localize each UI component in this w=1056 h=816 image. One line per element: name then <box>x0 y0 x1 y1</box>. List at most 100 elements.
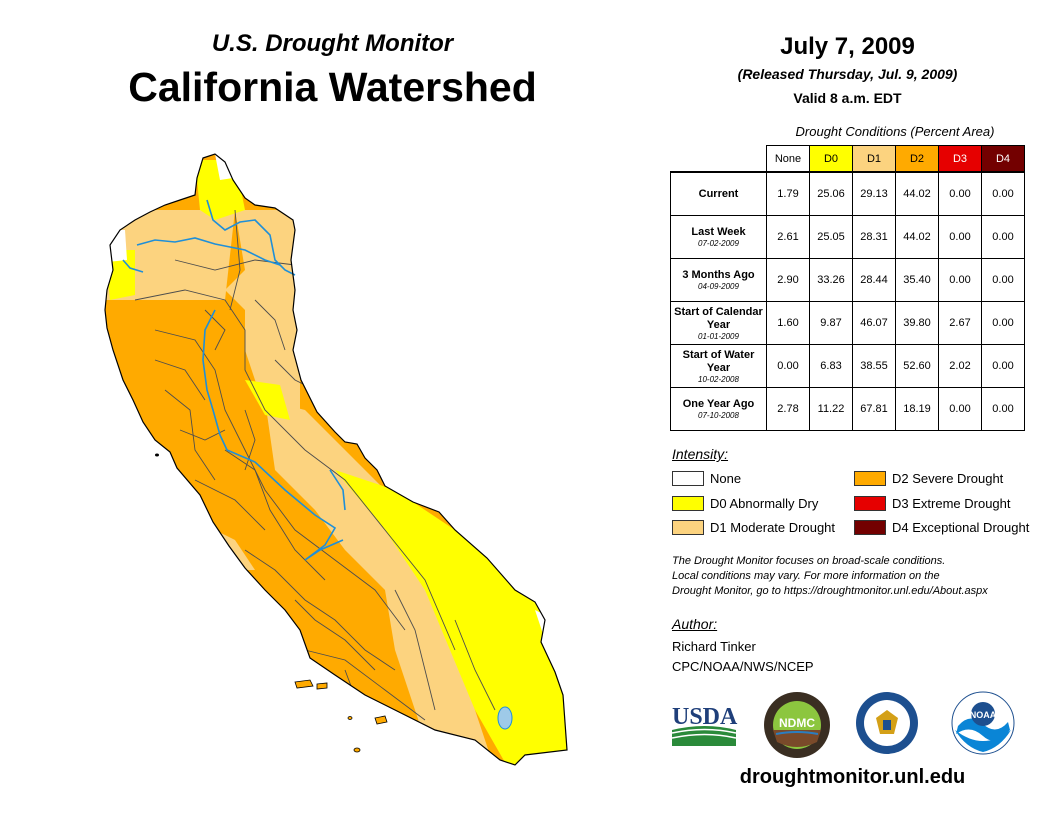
cell-d3: 2.02 <box>938 344 982 388</box>
cell-d2: 52.60 <box>895 344 939 388</box>
legend-label: D1 Moderate Drought <box>710 520 836 535</box>
cell-d3: 2.67 <box>938 301 982 345</box>
note-line: Local conditions may vary. For more info… <box>672 570 940 582</box>
col-d0: D0 <box>809 145 853 173</box>
drought-zones <box>105 154 567 765</box>
watershed-outline <box>104 153 568 766</box>
cell-none: 2.78 <box>766 387 810 431</box>
cell-d4: 0.00 <box>981 387 1025 431</box>
legend-swatch <box>672 496 704 511</box>
row-label-text: Start of Calendar Year <box>674 305 763 331</box>
cell-d2: 39.80 <box>895 301 939 345</box>
farallon-island <box>155 453 159 457</box>
cell-d4: 0.00 <box>981 344 1025 388</box>
author-title: Author: <box>672 616 718 632</box>
row-label-text: Start of Water Year <box>682 348 755 374</box>
rivers <box>122 199 346 561</box>
col-d2: D2 <box>895 145 939 173</box>
row-label: 3 Months Ago 04-09-2009 <box>670 258 767 302</box>
cell-none: 1.79 <box>766 171 810 216</box>
cell-d2: 44.02 <box>895 215 939 259</box>
noaa-logo-text: NOAA <box>970 710 997 720</box>
channel-islands <box>294 679 388 753</box>
legend-item-d4: D4 Exceptional Drought <box>854 520 1029 535</box>
cell-d3: 0.00 <box>938 387 982 431</box>
row-label: Current <box>670 171 767 216</box>
zone-d0-east <box>335 470 567 765</box>
cell-d2: 18.19 <box>895 387 939 431</box>
cell-none: 0.00 <box>766 344 810 388</box>
legend-label: D0 Abnormally Dry <box>710 496 819 511</box>
california-watershed-map <box>104 153 568 766</box>
legend-item-d0: D0 Abnormally Dry <box>672 496 818 511</box>
row-label-text: One Year Ago <box>682 398 755 410</box>
legend-label: D4 Exceptional Drought <box>892 520 1030 535</box>
row-label: Start of Calendar Year 01-01-2009 <box>670 301 767 345</box>
legend-swatch <box>672 471 704 486</box>
zone-d1-sierra <box>265 400 495 765</box>
usda-logo: USDA <box>671 704 738 746</box>
map-supertitle: U.S. Drought Monitor <box>211 30 454 57</box>
map-title: California Watershed <box>128 64 537 110</box>
table-row: Current 1.79 25.06 29.13 44.02 0.00 0.00 <box>670 171 1025 216</box>
cell-d3: 0.00 <box>938 258 982 302</box>
cell-d2: 44.02 <box>895 171 939 216</box>
row-label: One Year Ago 07-10-2008 <box>670 387 767 431</box>
cell-none: 1.60 <box>766 301 810 345</box>
zone-d0-central <box>245 380 290 420</box>
table-row: Start of Water Year 10-02-2008 0.00 6.83 … <box>670 344 1025 388</box>
conditions-title: Drought Conditions (Percent Area) <box>795 124 995 139</box>
legend-label: D2 Severe Drought <box>892 471 1004 486</box>
cell-d2: 35.40 <box>895 258 939 302</box>
drought-conditions-table: None D0 D1 D2 D3 D4 Current 1.79 25.06 2… <box>670 145 1025 431</box>
cell-d1: 67.81 <box>852 387 896 431</box>
ndmc-logo-text: NDMC <box>779 716 815 730</box>
cell-none: 2.61 <box>766 215 810 259</box>
release-date: (Released Thursday, Jul. 9, 2009) <box>737 66 958 82</box>
row-label: Last Week 07-02-2009 <box>670 215 767 259</box>
table-header-row: None D0 D1 D2 D3 D4 <box>671 145 1025 173</box>
legend-swatch <box>854 496 886 511</box>
cell-d1: 46.07 <box>852 301 896 345</box>
usda-logo-text: USDA <box>672 704 738 730</box>
table-row: Last Week 07-02-2009 2.61 25.05 28.31 44.… <box>670 215 1025 259</box>
row-date: 04-09-2009 <box>698 282 739 291</box>
noaa-logo: NOAA <box>951 691 1015 755</box>
row-label-text: Last Week <box>691 226 746 238</box>
header-corner <box>671 146 767 173</box>
cell-d1: 29.13 <box>852 171 896 216</box>
legend-swatch <box>854 471 886 486</box>
row-date: 01-01-2009 <box>698 331 739 341</box>
website-link[interactable]: droughtmonitor.unl.edu <box>739 766 966 788</box>
cell-none: 2.90 <box>766 258 810 302</box>
cell-d0: 9.87 <box>809 301 853 345</box>
cell-d0: 25.05 <box>809 215 853 259</box>
table-row: Start of Calendar Year 01-01-2009 1.60 9.… <box>670 301 1025 345</box>
row-date: 07-02-2009 <box>698 239 739 248</box>
legend-item-d1: D1 Moderate Drought <box>672 520 835 535</box>
map-date: July 7, 2009 <box>780 33 915 60</box>
commerce-seal-logo <box>856 692 918 754</box>
cell-d0: 6.83 <box>809 344 853 388</box>
row-label: Start of Water Year 10-02-2008 <box>670 344 767 388</box>
salton-sea <box>497 706 513 730</box>
cell-d4: 0.00 <box>981 215 1025 259</box>
ndmc-logo: NDMC <box>764 692 830 758</box>
intensity-title: Intensity: <box>672 446 729 462</box>
author-block: Richard Tinker CPC/NOAA/NWS/NCEP <box>672 637 814 677</box>
row-label-text: 3 Months Ago <box>682 269 755 281</box>
legend-label: D3 Extreme Drought <box>892 496 1011 511</box>
cell-d1: 38.55 <box>852 344 896 388</box>
note-line: The Drought Monitor focuses on broad-sca… <box>672 555 946 567</box>
cell-d4: 0.00 <box>981 258 1025 302</box>
col-none: None <box>766 145 810 173</box>
legend-swatch <box>672 520 704 535</box>
cell-d1: 28.31 <box>852 215 896 259</box>
cell-d4: 0.00 <box>981 171 1025 216</box>
cell-d0: 11.22 <box>809 387 853 431</box>
note-line: Drought Monitor, go to https://droughtmo… <box>672 585 988 597</box>
table-row: 3 Months Ago 04-09-2009 2.90 33.26 28.44 … <box>670 258 1025 302</box>
legend-item-d2: D2 Severe Drought <box>854 471 1003 486</box>
row-date: 10-02-2008 <box>698 374 739 384</box>
col-d4: D4 <box>981 145 1025 173</box>
